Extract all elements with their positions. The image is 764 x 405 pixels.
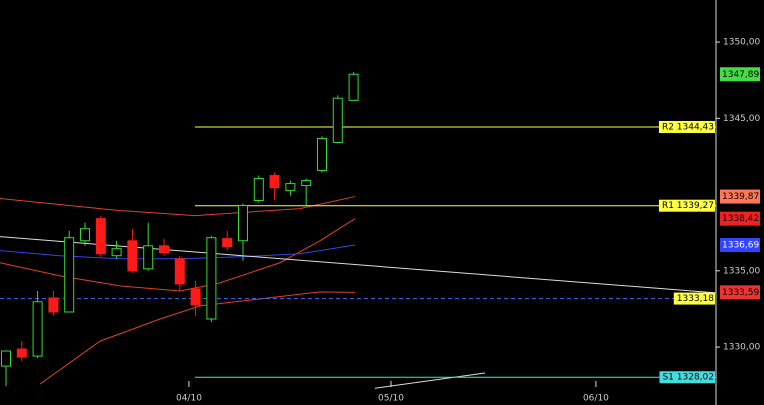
candle-body — [348, 73, 359, 101]
x-tick-label: 06/10 — [583, 394, 609, 404]
level-label: R1 1339,27 — [662, 201, 714, 211]
candle-body — [253, 178, 264, 202]
price-tag-box — [720, 238, 760, 253]
y-tick-label: 1345,00 — [723, 114, 760, 124]
price-tag-label: 1347,89 — [722, 70, 759, 80]
candle-body — [111, 248, 122, 257]
level-label-box — [659, 371, 715, 384]
level-label-box — [658, 121, 715, 134]
level-label-box — [673, 292, 715, 305]
candle-body — [127, 240, 138, 272]
candle-body — [143, 245, 154, 270]
level-label: S1 1328,02 — [662, 373, 714, 383]
price-tag-box — [720, 285, 760, 300]
candle-body — [222, 238, 233, 248]
candle-body — [95, 218, 106, 255]
y-tick-label: 1350,00 — [723, 38, 760, 48]
indicator-line — [0, 196, 356, 217]
price-tag-label: 1339,87 — [722, 192, 759, 202]
candle-body — [16, 348, 27, 358]
x-tick-label: 05/10 — [378, 394, 404, 404]
indicator-line — [0, 236, 717, 294]
price-tag-box — [720, 211, 760, 226]
candle-body — [174, 258, 185, 285]
candle-body — [64, 237, 75, 313]
candle-body — [285, 183, 296, 192]
price-tag-label: 1336,69 — [722, 241, 759, 251]
level-label: R2 1344,43 — [662, 123, 714, 133]
candle-body — [332, 97, 343, 143]
candle-body — [79, 228, 90, 242]
candle-body — [206, 237, 217, 320]
indicator-line — [39, 291, 356, 385]
price-tag-box — [720, 189, 760, 204]
candle-body — [32, 301, 43, 357]
x-tick-label: 04/10 — [176, 394, 202, 404]
candle-body — [48, 297, 59, 313]
candle-body — [237, 205, 248, 242]
price-tag-box — [720, 67, 760, 82]
candle-body — [1, 350, 12, 367]
candle-body — [158, 245, 169, 254]
candle-body — [190, 288, 201, 306]
candle-body — [301, 180, 312, 187]
level-label: 1333,18 — [677, 294, 714, 304]
price-tag-label: 1333,59 — [722, 288, 759, 298]
y-tick-label: 1330,00 — [723, 343, 760, 353]
price-tag-label: 1338,42 — [722, 214, 759, 224]
candle-body — [269, 175, 280, 189]
level-label-box — [658, 199, 715, 212]
indicator-line — [374, 372, 486, 389]
y-tick-label: 1335,00 — [723, 266, 760, 276]
candle-body — [316, 137, 327, 171]
